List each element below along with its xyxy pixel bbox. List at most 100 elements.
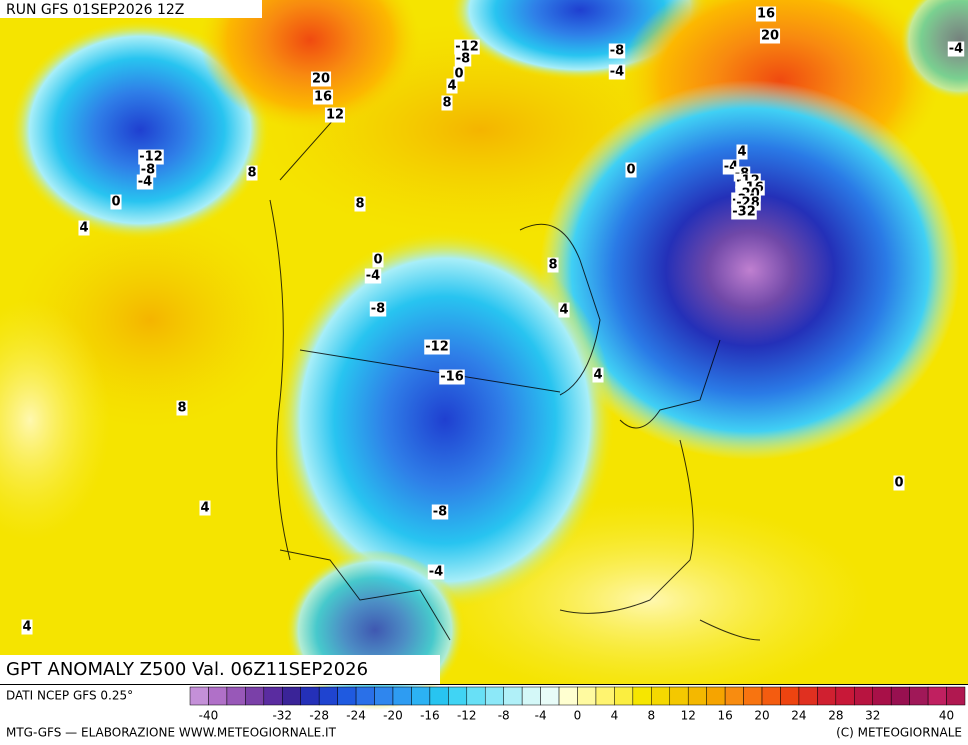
colorbar-swatch xyxy=(872,686,892,706)
contour-label-box xyxy=(453,66,465,82)
colorbar-swatch xyxy=(817,686,837,706)
header-box xyxy=(0,0,262,18)
contour-label-box xyxy=(176,400,188,416)
colorbar-tick-label: -4 xyxy=(535,709,547,723)
colorbar-swatch xyxy=(318,686,338,706)
contour-label: -4 xyxy=(138,175,152,190)
colorbar-tick-label: 20 xyxy=(754,709,769,723)
contour-label-box xyxy=(364,268,382,284)
colorbar-swatch xyxy=(632,686,652,706)
colorbar-tick-label: 8 xyxy=(647,709,655,723)
contour-label-box xyxy=(625,162,637,178)
contour-label: 4 xyxy=(593,368,602,383)
contour-label: -16 xyxy=(440,370,464,385)
contour-label: -8 xyxy=(433,505,447,520)
colorbar-swatch xyxy=(263,686,283,706)
contour-label: 4 xyxy=(737,145,746,160)
colorbar-swatch xyxy=(411,686,431,706)
contour-label-box xyxy=(893,475,905,491)
contour-label: -4 xyxy=(949,42,963,57)
contour-label-box xyxy=(369,301,387,317)
colorbar-swatch xyxy=(909,686,929,706)
contour-label: 8 xyxy=(247,166,256,181)
contour-label-box xyxy=(446,78,458,94)
contour-label-box xyxy=(431,504,449,520)
colorbar-tick-label: -8 xyxy=(498,709,510,723)
contour-label: 4 xyxy=(559,303,568,318)
contour-label-box xyxy=(731,204,757,220)
contour-label-box xyxy=(199,500,211,516)
contour-label: 0 xyxy=(373,253,382,268)
contour-label: -8 xyxy=(456,52,470,67)
colorbar-tick-label: -40 xyxy=(199,709,219,723)
contour-label-box xyxy=(138,149,164,165)
colorbar-swatch xyxy=(484,686,504,706)
colorbar-swatch xyxy=(300,686,320,706)
contour-label: 16 xyxy=(757,7,775,22)
contour-label-box xyxy=(454,51,472,67)
colorbar-swatch xyxy=(189,686,209,706)
colorbar-swatch xyxy=(429,686,449,706)
contour-label: 4 xyxy=(447,79,456,94)
colorbar-swatch xyxy=(392,686,412,706)
contour-label-box xyxy=(947,41,965,57)
colorbar-swatch xyxy=(614,686,634,706)
colorbar-tick-label: -32 xyxy=(272,709,292,723)
colorbar-tick-label: -24 xyxy=(346,709,366,723)
colorbar-swatch xyxy=(890,686,910,706)
contour-label-box xyxy=(139,162,157,178)
contour-label: 12 xyxy=(326,108,344,123)
colorbar-tick-label: -16 xyxy=(420,709,440,723)
contour-label: -12 xyxy=(139,150,163,165)
contour-label-box xyxy=(608,64,626,80)
contour-label: -8 xyxy=(141,163,155,178)
contour-label-box xyxy=(439,369,465,385)
colorbar-swatch xyxy=(761,686,781,706)
contour-label: 8 xyxy=(548,258,557,273)
colorbar-swatch xyxy=(226,686,246,706)
contour-label: 0 xyxy=(454,67,463,82)
contour-label-box xyxy=(736,144,748,160)
contour-label-box xyxy=(608,43,626,59)
contour-label-box xyxy=(454,39,480,55)
colorbar-swatch xyxy=(835,686,855,706)
colorbar-tick-label: -12 xyxy=(457,709,477,723)
colorbar-swatch xyxy=(669,686,689,706)
colorbar-tick-label: 40 xyxy=(939,709,954,723)
contour-label: 4 xyxy=(22,620,31,635)
contour-label: 20 xyxy=(761,29,779,44)
colorbar-swatch xyxy=(503,686,523,706)
contour-label-box xyxy=(78,220,90,236)
contour-label: 0 xyxy=(111,195,120,210)
contour-label-box xyxy=(424,339,450,355)
colorbar-swatch xyxy=(374,686,394,706)
colorbar-swatch xyxy=(208,686,228,706)
colorbar-tick-label: 28 xyxy=(828,709,843,723)
map-title: GPT ANOMALY Z500 Val. 06Z11SEP2026 xyxy=(6,659,368,680)
contour-label: -8 xyxy=(610,44,624,59)
colorbar-swatch xyxy=(595,686,615,706)
contour-label-box xyxy=(558,302,570,318)
colorbar-swatch xyxy=(521,686,541,706)
colorbar-swatch xyxy=(577,686,597,706)
data-source: DATI NCEP GFS 0.25° xyxy=(6,689,133,703)
contour-label: -8 xyxy=(371,302,385,317)
contour-label: 4 xyxy=(200,501,209,516)
contour-label-box xyxy=(21,619,33,635)
colorbar-tick-label: 0 xyxy=(574,709,582,723)
contour-label-box xyxy=(372,252,384,268)
colorbar-swatch xyxy=(743,686,763,706)
contour-label: -12 xyxy=(455,40,479,55)
colorbar-swatch xyxy=(282,686,301,706)
contour-label: -4 xyxy=(610,65,624,80)
contour-label-box xyxy=(427,564,445,580)
contour-label: 8 xyxy=(355,197,364,212)
title-box xyxy=(0,655,440,684)
colorbar-swatch xyxy=(448,686,468,706)
contour-label-box xyxy=(755,6,777,22)
colorbar-swatch xyxy=(466,686,486,706)
contour-label-box xyxy=(547,257,559,273)
contour-label-box xyxy=(136,174,154,190)
contour-label-box xyxy=(759,28,781,44)
